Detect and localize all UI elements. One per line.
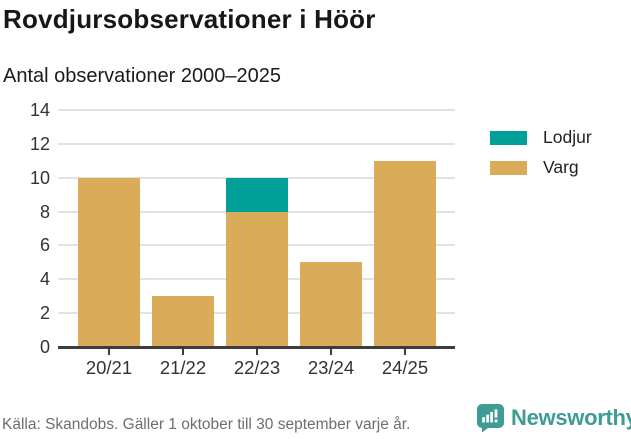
y-axis-tick-label: 8 [39,201,50,222]
bar-23-24-varg [300,262,362,347]
bar-24-25-varg [374,160,436,347]
x-axis-tick-label: 21/22 [159,357,207,378]
gridline-y-12 [58,142,455,145]
x-axis-tick-label: 22/23 [233,357,281,378]
gridline-y-10 [58,176,455,179]
chart-subtitle: Antal observationer 2000–2025 [3,65,281,87]
gridline-y-14 [58,109,455,111]
bar-22-23-varg [226,211,288,347]
source-note: Källa: Skandobs. Gäller 1 oktober till 3… [2,416,411,433]
gridline-y-8 [58,210,455,213]
y-axis-tick-label: 10 [29,167,50,188]
legend-swatch-varg [490,160,527,175]
x-axis-tick-label: 20/21 [85,357,133,378]
gridline-y-4 [58,278,455,281]
x-axis-line [58,345,455,349]
newsworthy-logo: Newsworthy [477,404,631,432]
gridline-y-2 [58,312,455,315]
chart-title: Rovdjursobservationer i Höör [3,4,376,34]
legend-item-varg: Varg [490,157,592,177]
legend-item-lodjur: Lodjur [490,127,592,147]
newsworthy-bubble-chart-icon [477,404,504,432]
x-axis-tick-label: 23/24 [307,357,355,378]
legend-label: Lodjur [543,127,592,147]
newsworthy-wordmark: Newsworthy [511,405,631,430]
legend-swatch-lodjur [490,130,527,145]
y-axis-tick-label: 0 [39,337,50,357]
x-axis-tick [330,348,332,355]
y-axis-tick-label: 14 [29,100,50,120]
bar-21-22-varg [152,296,214,347]
x-axis-tick [108,348,110,355]
y-axis-tick-label: 2 [39,303,50,324]
y-axis-tick-label: 4 [39,269,50,290]
x-axis-tick [404,348,406,355]
x-axis-tick-label: 24/25 [381,357,429,378]
x-axis-tick [182,348,184,355]
y-axis-tick-label: 6 [39,235,50,256]
bar-20-21-varg [78,177,140,347]
x-axis-tick [256,348,258,355]
chart-legend: Lodjur Varg [490,127,592,177]
y-axis-tick-label: 12 [29,133,50,154]
bar-22-23-lodjur [226,177,288,212]
gridline-y-6 [58,244,455,247]
legend-label: Varg [543,157,579,177]
